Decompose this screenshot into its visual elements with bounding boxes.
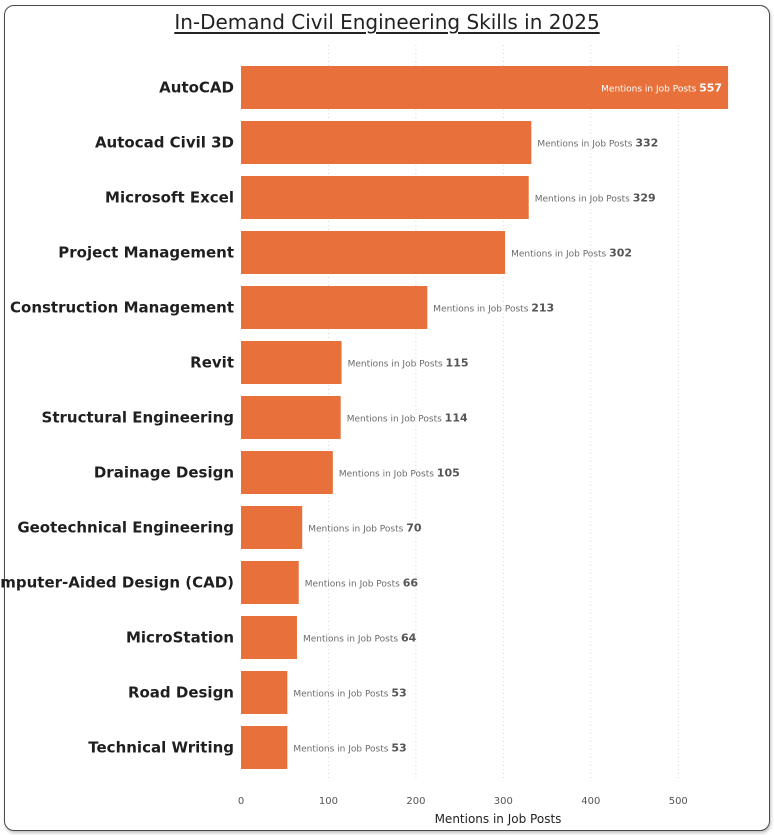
data-label: Mentions in Job Posts 557 [601,82,722,95]
category-label: Construction Management [10,299,234,317]
category-label: Autocad Civil 3D [95,134,234,152]
data-label: Mentions in Job Posts 53 [293,687,406,700]
category-label: Project Management [58,244,234,262]
bar [241,451,333,494]
x-tick-label: 300 [494,796,513,807]
x-tick-label: 200 [406,796,425,807]
x-tick-label: 100 [319,796,338,807]
bar [241,231,506,274]
category-label: Drainage Design [94,464,234,482]
category-label: MicroStation [126,629,234,647]
data-label: Mentions in Job Posts 213 [433,302,554,315]
data-label: Mentions in Job Posts 302 [511,247,632,260]
data-label: Mentions in Job Posts 114 [347,412,468,425]
bar [241,396,341,439]
x-axis-title: Mentions in Job Posts [435,812,562,826]
bar [241,671,288,714]
bar [241,286,428,329]
data-label: Mentions in Job Posts 115 [348,357,469,370]
data-label: Mentions in Job Posts 66 [305,577,419,590]
data-label: Mentions in Job Posts 332 [537,137,658,150]
category-label: Structural Engineering [42,409,234,427]
data-label: Mentions in Job Posts 105 [339,467,460,480]
category-label: Computer-Aided Design (CAD) [0,574,234,592]
bar [241,616,297,659]
data-label: Mentions in Job Posts 53 [293,742,406,755]
bar [241,561,299,604]
bar [241,506,303,549]
x-tick-label: 500 [669,796,688,807]
category-label: Revit [190,354,234,372]
bar [241,726,288,769]
x-tick-label: 400 [581,796,600,807]
bar [241,66,729,109]
bar [241,176,529,219]
x-tick-label: 0 [238,796,244,807]
category-label: Microsoft Excel [105,189,234,207]
data-label: Mentions in Job Posts 70 [308,522,422,535]
data-label: Mentions in Job Posts 329 [535,192,656,205]
bar [241,121,532,164]
category-label: Technical Writing [88,739,234,757]
chart-title: In-Demand Civil Engineering Skills in 20… [174,10,600,34]
category-label: AutoCAD [159,79,234,97]
category-label: Road Design [128,684,234,702]
data-label: Mentions in Job Posts 64 [303,632,417,645]
bar [241,341,342,384]
category-label: Geotechnical Engineering [17,519,234,537]
